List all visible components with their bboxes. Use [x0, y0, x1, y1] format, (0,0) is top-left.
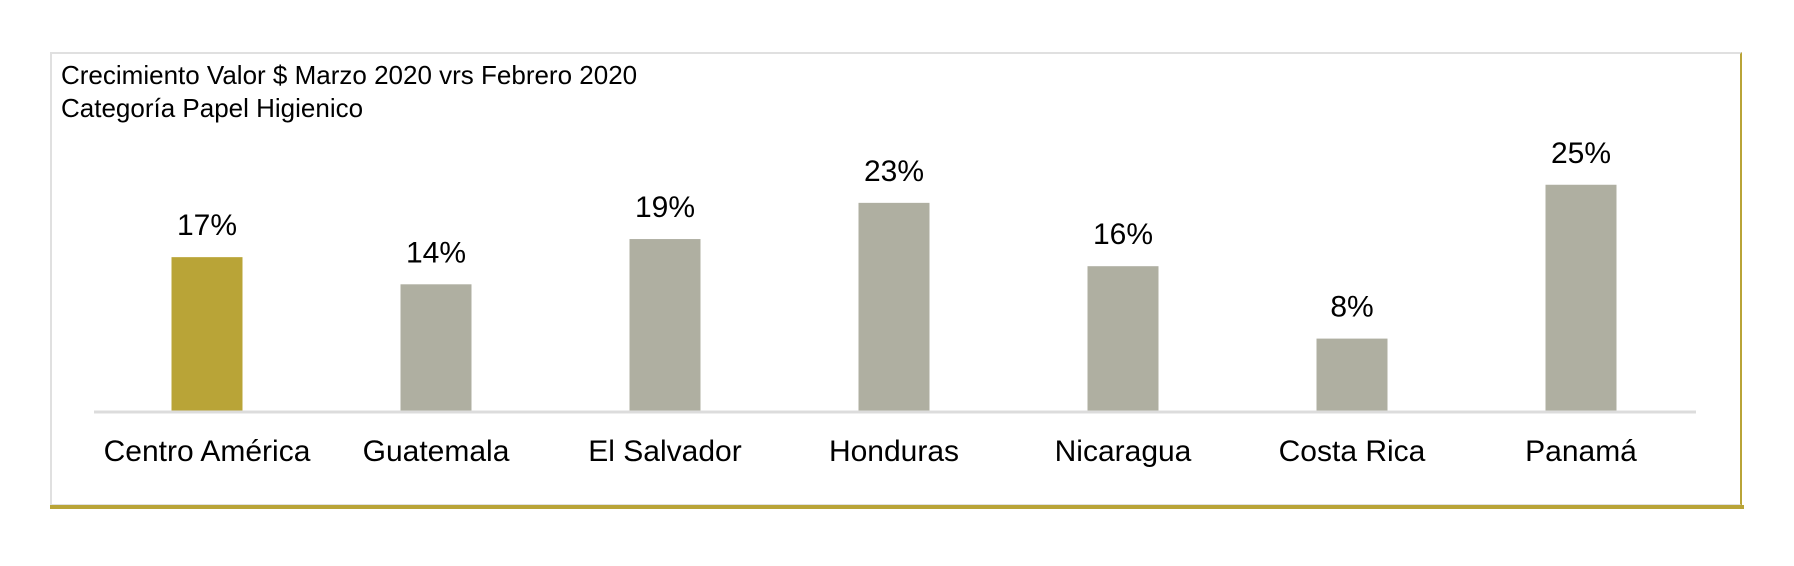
category-label: Panamá: [1525, 435, 1637, 468]
data-label: 8%: [1330, 291, 1373, 324]
category-label: Nicaragua: [1055, 435, 1192, 468]
data-label: 23%: [864, 155, 924, 188]
category-label: Guatemala: [363, 435, 510, 468]
data-label: 16%: [1093, 218, 1153, 251]
data-label: 25%: [1551, 137, 1611, 170]
bar: [1087, 266, 1159, 411]
category-label: Centro América: [104, 435, 311, 468]
bar: [400, 284, 472, 411]
bar: [1545, 184, 1617, 411]
data-label: 19%: [635, 191, 695, 224]
category-label: El Salvador: [588, 435, 741, 468]
frame-accent-line: [50, 505, 1744, 509]
data-label: 14%: [406, 236, 466, 269]
bar: [629, 239, 701, 411]
category-label: Costa Rica: [1279, 435, 1426, 468]
data-label: 17%: [177, 209, 237, 242]
chart-title: Crecimiento Valor $ Marzo 2020 vrs Febre…: [61, 60, 638, 90]
bar: [171, 257, 243, 411]
chart-subtitle: Categoría Papel Higienico: [61, 93, 364, 123]
bar: [1316, 338, 1388, 411]
bar: [858, 202, 930, 411]
category-label: Honduras: [829, 435, 959, 468]
